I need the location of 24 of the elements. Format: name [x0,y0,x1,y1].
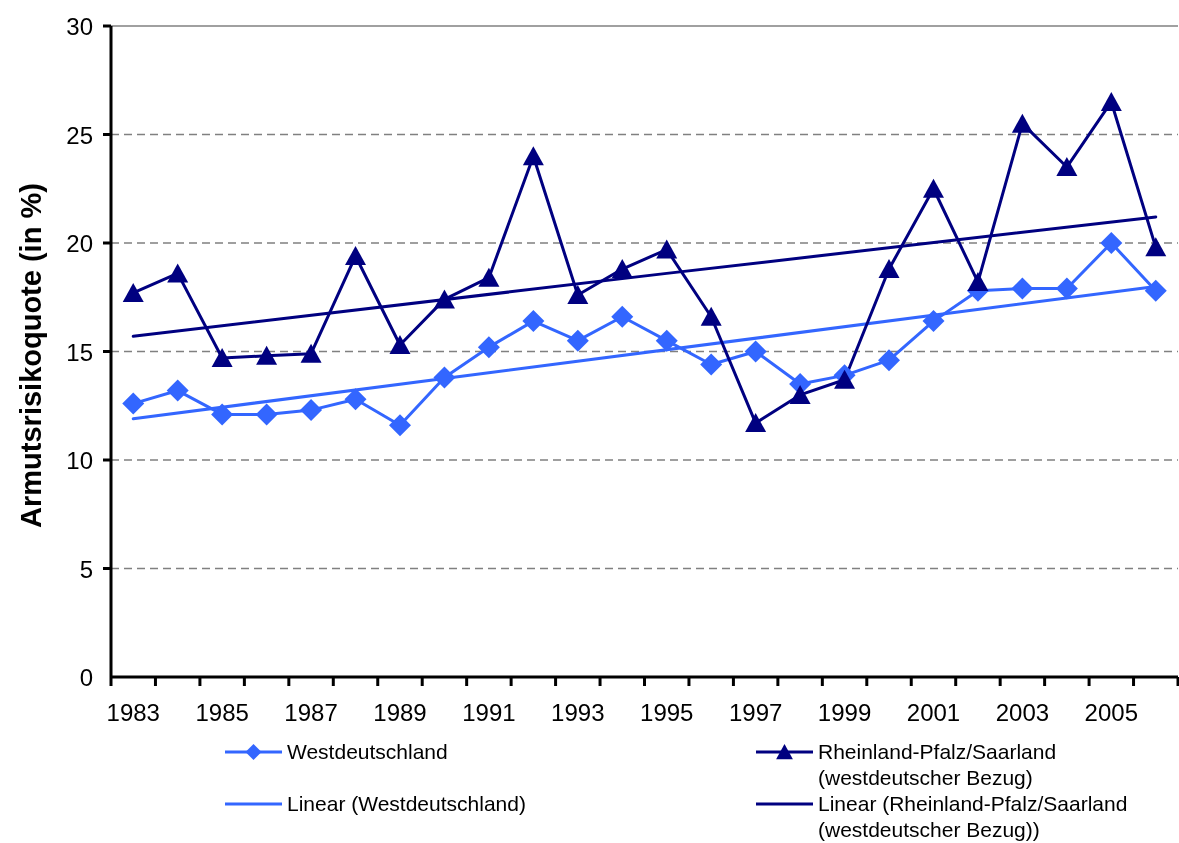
x-tick-label: 2001 [906,698,961,726]
x-tick-label: 2003 [995,698,1050,726]
y-tick-label: 10 [66,446,93,474]
x-tick-label: 1987 [284,698,338,726]
y-tick-label: 0 [79,663,93,691]
x-tick-label: 1989 [373,698,427,726]
y-tick-label: 20 [66,229,93,257]
legend-label: Linear (Rheinland-Pfalz/Saarland (westdeutscher Bezug)) [818,791,1129,843]
x-tick-label: 1983 [106,698,160,726]
x-tick-label: 1985 [195,698,249,726]
x-tick-label: 1995 [640,698,694,726]
x-tick-label: 1991 [462,698,516,726]
x-tick-label: 2005 [1084,698,1139,726]
y-tick-label: 15 [66,338,93,365]
legend-label: Rheinland-Pfalz/Saarland (westdeutscher Bezug) [818,739,1058,791]
y-axis-title: Armutsrisikoquote (in %) [15,183,47,528]
y-tick-label: 5 [79,555,93,582]
legend-label: Linear (Westdeutschland) [287,791,526,817]
legend-label: Westdeutschland [287,739,448,765]
y-tick-label: 30 [66,12,93,40]
x-tick-label: 1999 [817,698,872,726]
x-tick-label: 1997 [728,698,783,726]
y-tick-label: 25 [66,121,93,148]
x-tick-label: 1993 [551,698,605,726]
